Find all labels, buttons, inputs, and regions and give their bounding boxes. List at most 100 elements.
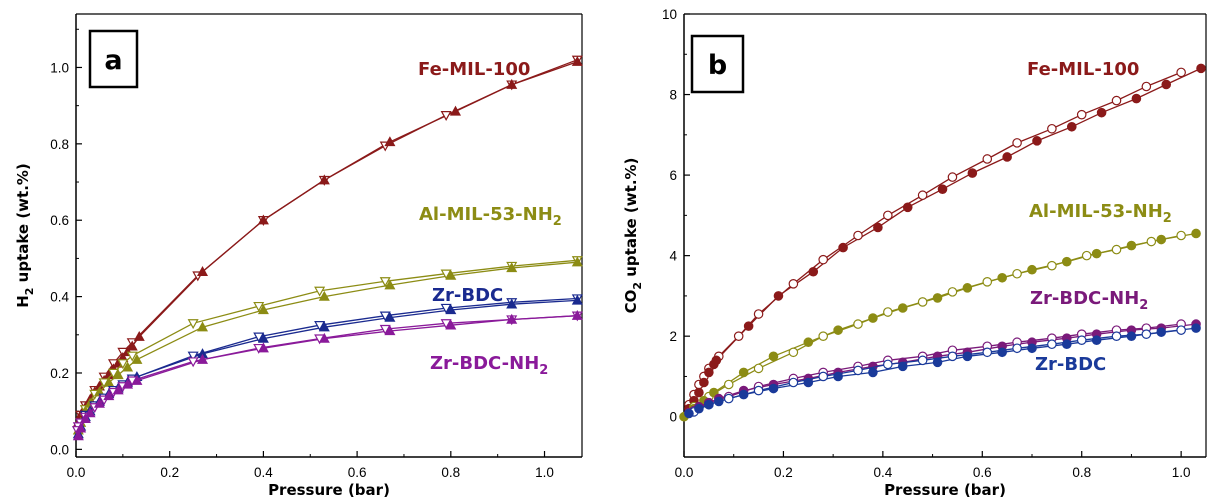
desorption-point xyxy=(379,311,391,322)
adsorption-point xyxy=(932,293,943,303)
desorption-point xyxy=(440,303,452,314)
desorption-point xyxy=(1146,236,1157,247)
series-label: Zr-BDC xyxy=(432,285,503,306)
y-tick-label: 0.2 xyxy=(50,366,69,381)
panel-letter: b xyxy=(708,50,727,81)
x-tick-label: 0.0 xyxy=(675,465,694,480)
adsorption-point xyxy=(997,347,1007,358)
x-tick-label: 0.0 xyxy=(67,465,86,480)
adsorption-point xyxy=(449,105,462,116)
adsorption-point xyxy=(257,214,269,225)
desorption-point xyxy=(1176,67,1186,78)
desorption-point xyxy=(788,347,799,358)
adsorption-point xyxy=(803,337,814,348)
adsorption-point xyxy=(257,304,269,315)
adsorption-point xyxy=(1032,136,1042,146)
desorption-point xyxy=(723,379,734,390)
adsorption-point xyxy=(743,321,754,331)
desorption-point xyxy=(1111,331,1122,341)
desorption-point xyxy=(1111,95,1122,106)
panel-letter-box xyxy=(88,29,139,89)
desorption-point xyxy=(314,321,326,331)
desorption-point xyxy=(883,359,893,370)
desorption-point xyxy=(1176,230,1186,241)
adsorption-point xyxy=(112,369,124,380)
desorption-point xyxy=(314,286,326,297)
desorption-point xyxy=(117,359,129,370)
adsorption-point xyxy=(445,304,457,315)
adsorption-point xyxy=(711,355,722,366)
series-label: Fe-MIL-100 xyxy=(418,59,530,80)
desorption-point xyxy=(379,277,391,288)
desorption-point xyxy=(818,371,828,382)
desorption-point xyxy=(982,154,993,164)
desorption-point xyxy=(1047,260,1057,271)
x-tick-label: 0.2 xyxy=(160,465,179,480)
adsorption-point xyxy=(196,266,209,276)
x-axis-title: Pressure (bar) xyxy=(884,481,1006,499)
series-label: Al-MIL-53-NH2 xyxy=(1029,201,1172,226)
adsorption-point xyxy=(1161,79,1172,90)
desorption-point xyxy=(753,385,764,396)
adsorption-point xyxy=(75,422,87,433)
desorption-point xyxy=(187,357,199,368)
adsorption-point xyxy=(72,430,84,441)
series-label: Zr-BDC-NH2 xyxy=(430,353,548,378)
desorption-point xyxy=(1012,343,1022,354)
x-tick-label: 0.4 xyxy=(254,465,273,480)
y-tick-label: 1.0 xyxy=(50,60,69,75)
adsorption-point xyxy=(808,266,819,277)
desorption-point xyxy=(1012,268,1022,279)
desorption-point xyxy=(917,190,928,201)
adsorption-point xyxy=(79,413,91,424)
series-zr-bdc xyxy=(684,323,1201,419)
adsorption-point xyxy=(506,298,518,309)
adsorption-point xyxy=(384,311,396,322)
desorption-point xyxy=(1076,109,1087,120)
panel-b: 0.0 0.2 0.4 0.6 0.8 1.0 0 2 4 6 8 10 Pressure (bar) C… xyxy=(622,7,1207,499)
adsorption-point xyxy=(571,294,583,305)
adsorption-point xyxy=(1091,248,1102,259)
desorption-point xyxy=(947,172,958,182)
adsorption-point xyxy=(1096,107,1107,118)
desorption-point xyxy=(947,351,958,362)
adsorption-point xyxy=(384,325,396,336)
adsorption-point xyxy=(126,340,138,351)
adsorption-point xyxy=(709,387,719,398)
series-label: Zr-BDC xyxy=(1035,354,1106,375)
desorption-point xyxy=(1081,250,1092,261)
y-axis-title: CO2 uptake (wt.%) xyxy=(622,158,644,314)
adsorption-point xyxy=(318,174,330,185)
adsorption-point xyxy=(704,367,714,378)
desorption-point xyxy=(788,279,799,289)
adsorption-point xyxy=(833,371,843,382)
adsorption-point xyxy=(868,313,878,323)
adsorption-point xyxy=(506,78,518,89)
desorption-point xyxy=(1176,325,1186,335)
adsorption-point xyxy=(84,407,96,418)
series-label: Al-MIL-53-NH2 xyxy=(419,204,562,229)
desorption-point xyxy=(982,347,993,358)
desorption-point xyxy=(883,307,893,317)
desorption-point xyxy=(853,365,863,376)
adsorption-point xyxy=(133,330,145,341)
desorption-point xyxy=(1047,339,1057,350)
adsorption-point xyxy=(1027,343,1037,354)
desorption-point xyxy=(440,319,452,330)
adsorption-point xyxy=(1156,234,1167,245)
adsorption-point xyxy=(694,403,704,414)
y-tick-label: 0.8 xyxy=(50,137,69,152)
adsorption-point xyxy=(122,378,134,389)
desorption-point xyxy=(187,319,199,330)
desorption-point xyxy=(1141,329,1152,339)
adsorption-point xyxy=(694,387,704,398)
desorption-point xyxy=(1111,244,1122,255)
desorption-point xyxy=(1076,335,1087,346)
adsorption-point xyxy=(131,374,143,385)
desorption-point xyxy=(753,363,764,374)
x-tick-label: 1.0 xyxy=(535,465,554,480)
desorption-point xyxy=(1141,81,1152,92)
desorption-point xyxy=(107,368,120,379)
adsorption-point xyxy=(937,184,948,194)
